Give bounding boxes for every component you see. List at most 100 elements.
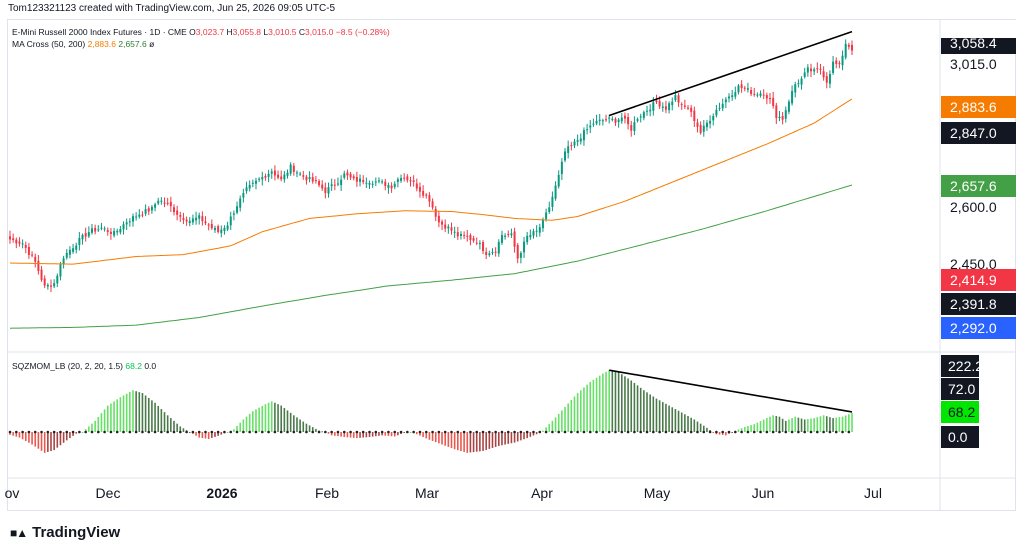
candle-body xyxy=(434,208,437,217)
momentum-bar xyxy=(381,432,383,436)
candle-body xyxy=(469,235,472,240)
momentum-bar xyxy=(501,432,503,446)
squeeze-dot xyxy=(677,430,680,434)
candle-body xyxy=(504,235,507,237)
candle-body xyxy=(24,244,27,248)
squeeze-dot xyxy=(664,430,668,434)
candle-body xyxy=(705,122,708,128)
candle-body xyxy=(254,180,257,184)
squeeze-dot xyxy=(721,430,725,434)
squeeze-dot xyxy=(210,430,214,434)
squeeze-dot xyxy=(841,430,844,434)
momentum-bar xyxy=(352,432,355,438)
momentum-bar xyxy=(680,412,683,432)
candle-body xyxy=(791,90,794,104)
squeeze-dot xyxy=(229,430,233,434)
squeeze-dot xyxy=(431,430,434,434)
candle-body xyxy=(784,110,787,119)
squeeze-dot xyxy=(78,430,81,434)
momentum-bar xyxy=(561,410,563,432)
price-axis-label: 3,015.0 xyxy=(950,56,997,72)
squeeze-dot xyxy=(595,430,598,434)
candle-body xyxy=(595,120,598,124)
candle-body xyxy=(718,107,721,109)
candle-body xyxy=(425,194,428,196)
momentum-bar xyxy=(293,415,295,432)
candle-body xyxy=(31,254,34,256)
squeeze-dot xyxy=(84,430,87,434)
squeeze-dot xyxy=(519,430,523,434)
candle-body xyxy=(336,183,339,185)
momentum-bar xyxy=(778,416,781,432)
momentum-bar xyxy=(457,432,459,451)
momentum-bar xyxy=(545,427,547,432)
candle-body xyxy=(277,174,280,178)
candle-body xyxy=(664,106,667,110)
squeeze-dot xyxy=(475,430,479,434)
candle-body xyxy=(37,260,40,271)
momentum-bar xyxy=(88,426,90,432)
momentum-bar xyxy=(807,419,809,432)
candle-body xyxy=(437,215,440,223)
candle-body xyxy=(403,177,406,179)
momentum-bar xyxy=(712,432,715,433)
momentum-bar xyxy=(75,432,78,434)
candle-body xyxy=(333,184,336,186)
tradingview-logo[interactable]: ■▲ TradingView xyxy=(10,524,120,541)
candle-body xyxy=(728,96,731,99)
candle-body xyxy=(721,103,724,109)
candle-body xyxy=(668,103,671,111)
momentum-bar xyxy=(195,432,197,436)
squeeze-dot xyxy=(437,430,441,434)
momentum-bar xyxy=(602,373,604,432)
momentum-bar xyxy=(766,418,768,432)
momentum-bar xyxy=(422,432,424,438)
momentum-bar xyxy=(671,407,674,432)
candle-body xyxy=(365,182,368,184)
momentum-bar xyxy=(674,409,677,432)
squeeze-dot xyxy=(96,430,100,434)
momentum-bar xyxy=(848,414,850,432)
momentum-bar xyxy=(668,405,670,432)
candle-body xyxy=(627,117,630,125)
close-value: 3,015.0 xyxy=(305,27,334,37)
squeeze-dot xyxy=(816,430,819,434)
momentum-bar xyxy=(176,423,178,432)
squeeze-dot xyxy=(185,430,188,434)
candle-body xyxy=(690,107,693,112)
momentum-bar xyxy=(387,432,390,436)
momentum-bar xyxy=(65,432,68,441)
candle-body xyxy=(182,218,185,220)
candle-body xyxy=(412,180,415,182)
momentum-bar xyxy=(403,432,405,433)
momentum-bar xyxy=(337,432,339,437)
squeeze-dot xyxy=(204,430,207,434)
candle-body xyxy=(179,215,182,217)
candle-body xyxy=(97,229,100,231)
candle-body xyxy=(513,231,516,247)
momentum-bar xyxy=(255,409,257,432)
candle-body xyxy=(762,94,765,96)
momentum-bar xyxy=(270,401,273,432)
squeeze-dot xyxy=(500,430,504,434)
ma200-value: 2,657.6 xyxy=(118,39,147,49)
momentum-bar xyxy=(308,425,311,432)
candle-body xyxy=(567,146,570,153)
momentum-bar xyxy=(296,417,298,432)
momentum-bar xyxy=(299,419,301,432)
squeeze-dot xyxy=(330,430,333,434)
candle-body xyxy=(778,116,781,119)
squeeze-dot xyxy=(645,430,649,434)
squeeze-dot xyxy=(90,430,94,434)
ma-indicator-label: MA Cross (50, 200) xyxy=(12,39,86,49)
candle-body xyxy=(472,238,475,241)
momentum-bar xyxy=(340,432,342,437)
momentum-bar xyxy=(441,432,443,445)
candle-body xyxy=(441,221,444,225)
squeeze-dot xyxy=(342,430,346,434)
momentum-bar xyxy=(781,418,784,432)
candle-body xyxy=(62,258,65,265)
momentum-bar xyxy=(132,390,134,432)
squeeze-dot xyxy=(418,430,422,434)
